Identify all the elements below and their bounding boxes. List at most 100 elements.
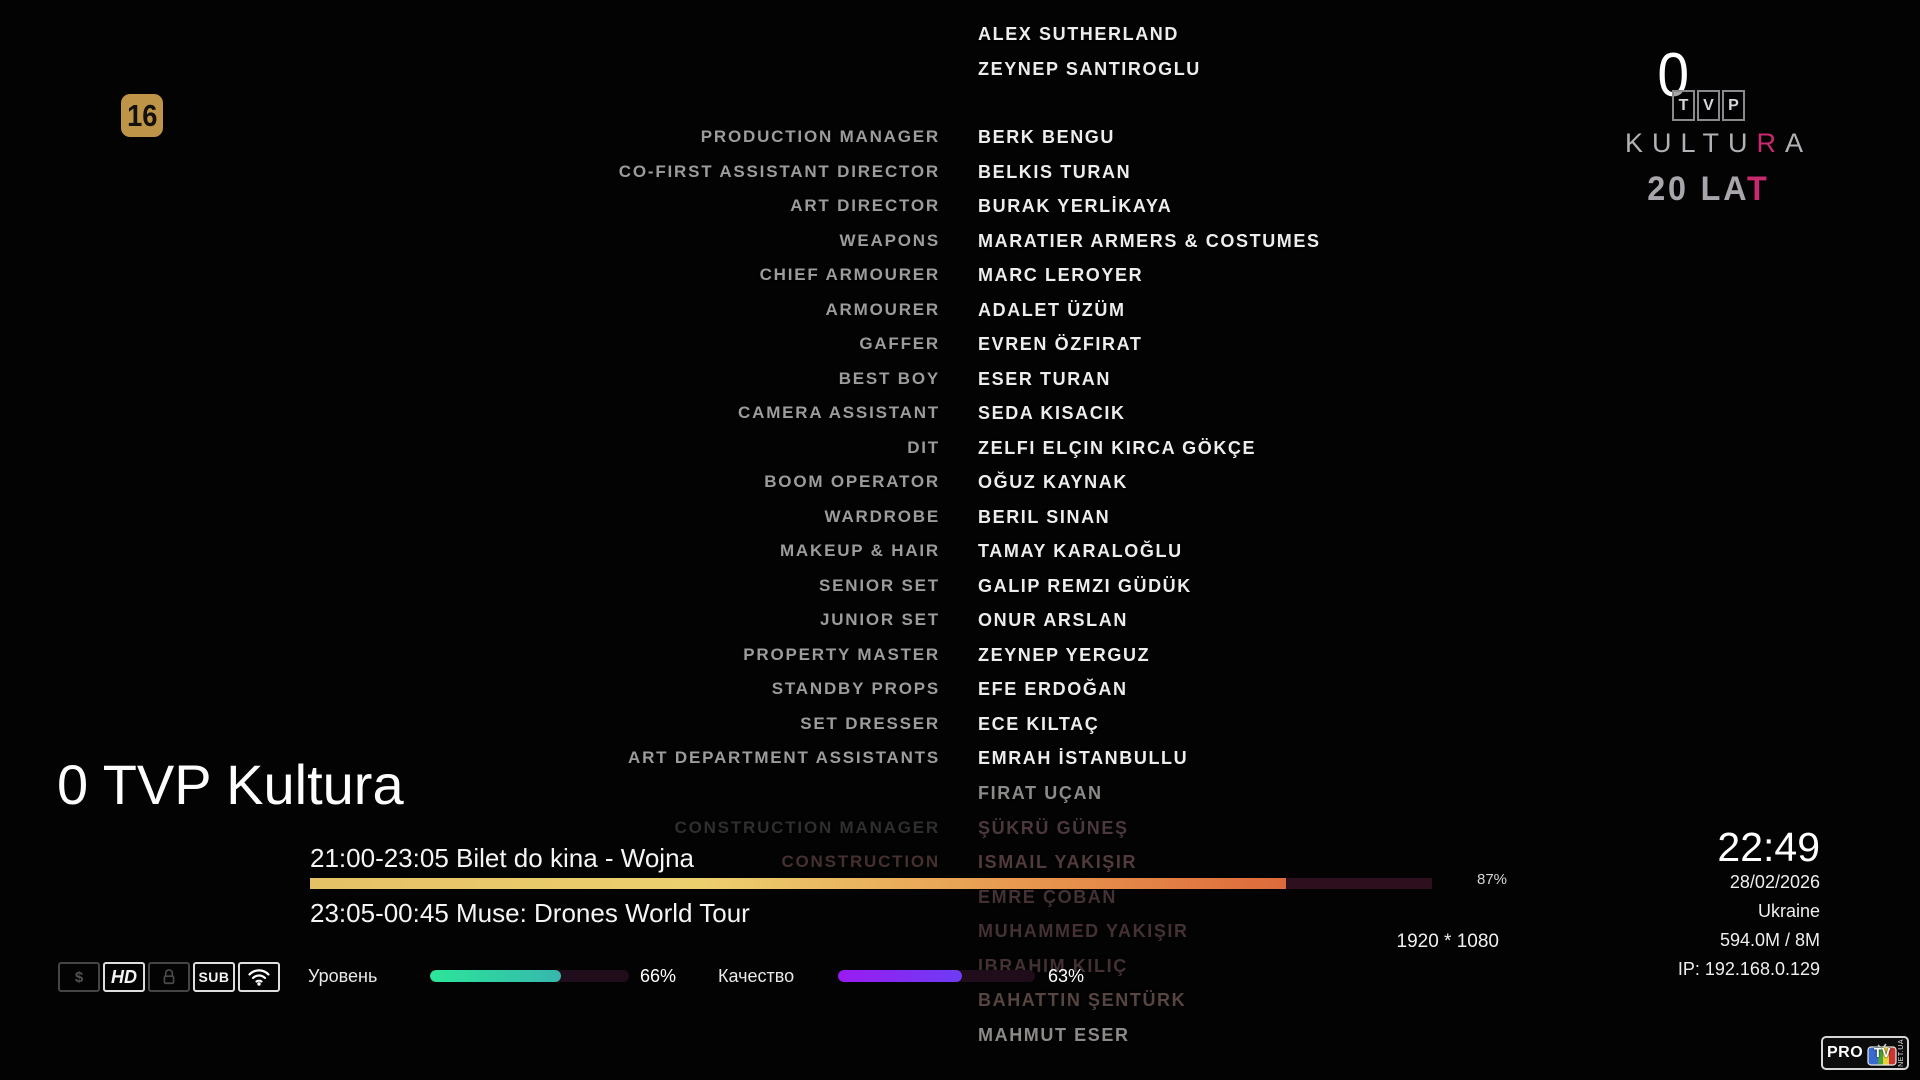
credit-person-name: FIRAT UÇAN xyxy=(978,783,1103,803)
signal-quality-fill xyxy=(838,970,963,982)
credit-person-name: TAMAY KARALOĞLU xyxy=(978,541,1183,561)
credit-row: ALEX SUTHERLAND xyxy=(0,24,1920,50)
credit-row: ART DIRECTOR BURAK YERLİKAYA xyxy=(0,196,1920,222)
status-flags: $ HD xyxy=(58,962,280,992)
signal-quality-bar xyxy=(838,970,1035,982)
flag-hd: HD xyxy=(103,962,145,992)
credit-person-name: MUHAMMED YAKIŞIR xyxy=(978,921,1189,941)
kultura-wordmark: KULTURA xyxy=(1625,128,1813,158)
credit-role-label: CAMERA ASSISTANT xyxy=(738,403,940,422)
credit-person-name: ZEYNEP YERGUZ xyxy=(978,645,1151,665)
credit-role-label: MAKEUP & HAIR xyxy=(779,541,940,560)
credit-role-label: PRODUCTION MANAGER xyxy=(700,127,940,146)
credit-row: CO-FIRST ASSISTANT DIRECTOR BELKIS TURAN xyxy=(0,162,1920,188)
flag-wifi xyxy=(238,962,280,992)
credit-person-name: ESER TURAN xyxy=(978,369,1112,389)
signal-quality-label: Качество xyxy=(718,966,795,986)
credit-row: BAHATTIN ŞENTÜRK xyxy=(0,990,1920,1016)
credit-row: SET DRESSER ECE KILTAÇ xyxy=(0,714,1920,740)
credit-row: GAFFER EVREN ÖZFIRAT xyxy=(0,334,1920,360)
protv-pro-text: PRO xyxy=(1827,1044,1864,1061)
flag-dollar: $ xyxy=(58,962,100,992)
country-label: Ukraine xyxy=(1757,901,1820,921)
credit-person-name: OĞUZ KAYNAK xyxy=(978,472,1128,492)
credit-person-name: MARATIER ARMERS & COSTUMES xyxy=(978,231,1321,251)
tvp-logo: T V P xyxy=(1672,90,1745,121)
credit-row: BEST BOY ESER TURAN xyxy=(0,369,1920,395)
tvp-letter-box: T xyxy=(1672,90,1695,121)
credit-role-label: JUNIOR SET xyxy=(819,610,940,629)
signal-level-bar xyxy=(430,970,629,982)
credit-role-label: SET DRESSER xyxy=(800,714,940,733)
age-rating-value: 16 xyxy=(126,97,158,133)
credit-row: CONSTRUCTION MANAGER ŞÜKRÜ GÜNEŞ xyxy=(0,818,1920,844)
channel-title: 0 TVP Kultura xyxy=(57,753,404,816)
credit-role-label: WEAPONS xyxy=(839,231,940,250)
video-resolution: 1920 * 1080 xyxy=(1396,931,1500,952)
credit-role-label: ART DIRECTOR xyxy=(790,196,940,215)
credit-person-name: GALIP REMZI GÜDÜK xyxy=(978,576,1192,596)
credit-person-name: EMRAH İSTANBULLU xyxy=(978,748,1189,768)
credit-person-name: EMRE ÇOBAN xyxy=(978,887,1118,907)
credit-person-name: MAHMUT ESER xyxy=(978,1025,1130,1045)
credit-person-name: ŞÜKRÜ GÜNEŞ xyxy=(978,818,1129,838)
flag-label: $ xyxy=(74,968,84,986)
protv-netua-text: NET.UA xyxy=(1898,1039,1905,1067)
credit-person-name: ZELFI ELÇIN KIRCA GÖKÇE xyxy=(978,438,1257,458)
credit-row: CONSTRUCTION ISMAIL YAKIŞIR xyxy=(0,852,1920,878)
credit-role-label: CO-FIRST ASSISTANT DIRECTOR xyxy=(618,162,940,181)
tvp-letter-box: V xyxy=(1697,90,1720,121)
anniversary-20-lat: 20 LAT xyxy=(1647,170,1770,208)
program-progress-fill xyxy=(310,878,1287,889)
credit-person-name: BERK BENGU xyxy=(978,127,1116,147)
credit-person-name: BELKIS TURAN xyxy=(978,162,1132,182)
credit-role-label: SENIOR SET xyxy=(819,576,940,595)
signal-quality-percent: 63% xyxy=(1048,966,1085,986)
credit-row: ARMOURER ADALET ÜZÜM xyxy=(0,300,1920,326)
epg-current-program: 21:00-23:05 Bilet do kina - Wojna xyxy=(310,843,694,873)
signal-level-fill xyxy=(430,970,562,982)
signal-level-label: Уровень xyxy=(308,966,378,986)
credit-row: STANDBY PROPS EFE ERDOĞAN xyxy=(0,679,1920,705)
credit-row: MUHAMMED YAKIŞIR xyxy=(0,921,1920,947)
credit-role-label: DIT xyxy=(907,438,940,457)
credit-row: SENIOR SET GALIP REMZI GÜDÜK xyxy=(0,576,1920,602)
flag-lock xyxy=(148,962,190,992)
credit-role-label: WARDROBE xyxy=(824,507,940,526)
tvp-letter-box: P xyxy=(1722,90,1745,121)
credit-person-name: ONUR ARSLAN xyxy=(978,610,1128,630)
flag-label: SUB xyxy=(198,969,230,985)
credit-row: ART DEPARTMENT ASSISTANTS EMRAH İSTANBUL… xyxy=(0,748,1920,774)
signal-level-percent: 66% xyxy=(640,966,677,986)
credit-role-label: GAFFER xyxy=(859,334,940,353)
credit-person-name: SEDA KISACIK xyxy=(978,403,1126,423)
channel-logo: 0 T V P KULTURA 20 LAT xyxy=(1600,40,1820,230)
credit-person-name: ECE KILTAÇ xyxy=(978,714,1100,734)
credit-row: DIT ZELFI ELÇIN KIRCA GÖKÇE xyxy=(0,438,1920,464)
flag-label: HD xyxy=(111,966,137,987)
credit-role-label: BEST BOY xyxy=(838,369,940,388)
flag-sub: SUB xyxy=(193,962,235,992)
credit-person-name: ALEX SUTHERLAND xyxy=(978,24,1180,44)
credit-row: MAKEUP & HAIR TAMAY KARALOĞLU xyxy=(0,541,1920,567)
credit-role-label: BOOM OPERATOR xyxy=(764,472,940,491)
credit-row: CHIEF ARMOURER MARC LEROYER xyxy=(0,265,1920,291)
ip-address-label: IP: 192.168.0.129 xyxy=(1677,959,1820,979)
bitrate-label: 594.0M / 8M xyxy=(1719,930,1820,950)
credit-person-name: BAHATTIN ŞENTÜRK xyxy=(978,990,1187,1010)
clock-date: 28/02/2026 xyxy=(1729,872,1820,892)
credit-row: BOOM OPERATOR OĞUZ KAYNAK xyxy=(0,472,1920,498)
credit-row: MAHMUT ESER xyxy=(0,1025,1920,1051)
program-progress-bar xyxy=(310,878,1432,889)
credit-row: WEAPONS MARATIER ARMERS & COSTUMES xyxy=(0,231,1920,257)
credit-person-name: BERIL SINAN xyxy=(978,507,1111,527)
lock-icon xyxy=(163,969,175,985)
credit-role-label: PROPERTY MASTER xyxy=(743,645,940,664)
credit-person-name: ADALET ÜZÜM xyxy=(978,300,1126,320)
clock-info-block: 22:49 28/02/2026 Ukraine 594.0M / 8M IP:… xyxy=(1678,826,1820,984)
credit-role-label: ARMOURER xyxy=(825,300,940,319)
credit-row: CAMERA ASSISTANT SEDA KISACIK xyxy=(0,403,1920,429)
credit-row: PRODUCTION MANAGER BERK BENGU xyxy=(0,127,1920,153)
